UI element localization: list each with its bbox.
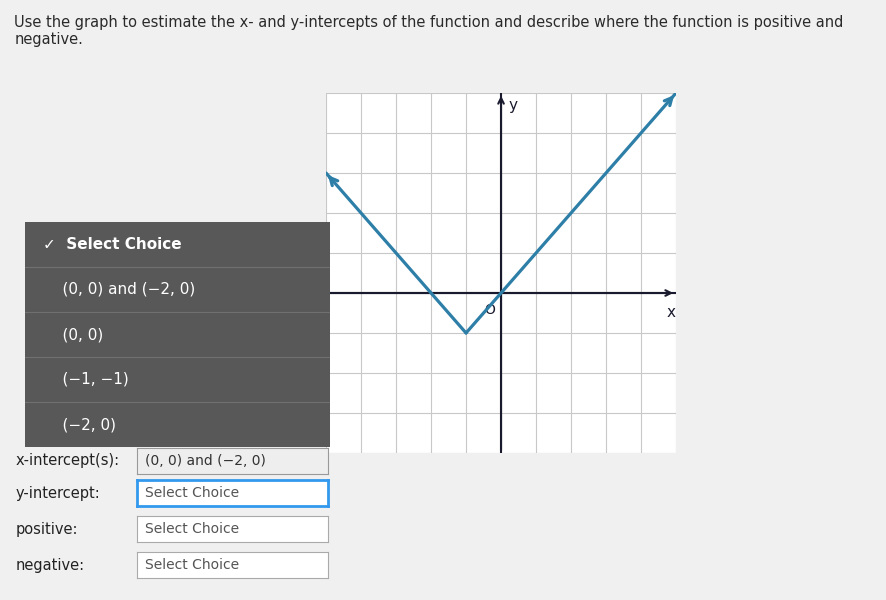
Text: y: y: [509, 98, 517, 113]
Text: negative:: negative:: [16, 558, 85, 572]
FancyBboxPatch shape: [19, 217, 337, 451]
Text: y-intercept:: y-intercept:: [16, 486, 101, 500]
Text: x-intercept(s):: x-intercept(s):: [16, 454, 120, 468]
Text: (−2, 0): (−2, 0): [43, 417, 116, 432]
Text: Select Choice: Select Choice: [145, 486, 239, 500]
Text: x: x: [666, 305, 675, 320]
Text: Use the graph to estimate the x- and y-intercepts of the function and describe w: Use the graph to estimate the x- and y-i…: [14, 15, 843, 47]
Text: (0, 0): (0, 0): [43, 327, 104, 342]
Text: Select Choice: Select Choice: [145, 522, 239, 536]
Text: (0, 0) and (−2, 0): (0, 0) and (−2, 0): [43, 282, 196, 297]
Text: ✓  Select Choice: ✓ Select Choice: [43, 237, 182, 252]
Text: positive:: positive:: [16, 521, 79, 536]
Text: (0, 0) and (−2, 0): (0, 0) and (−2, 0): [145, 454, 266, 468]
Text: (−1, −1): (−1, −1): [43, 372, 128, 387]
Text: O: O: [484, 303, 494, 317]
Text: Select Choice: Select Choice: [145, 558, 239, 572]
